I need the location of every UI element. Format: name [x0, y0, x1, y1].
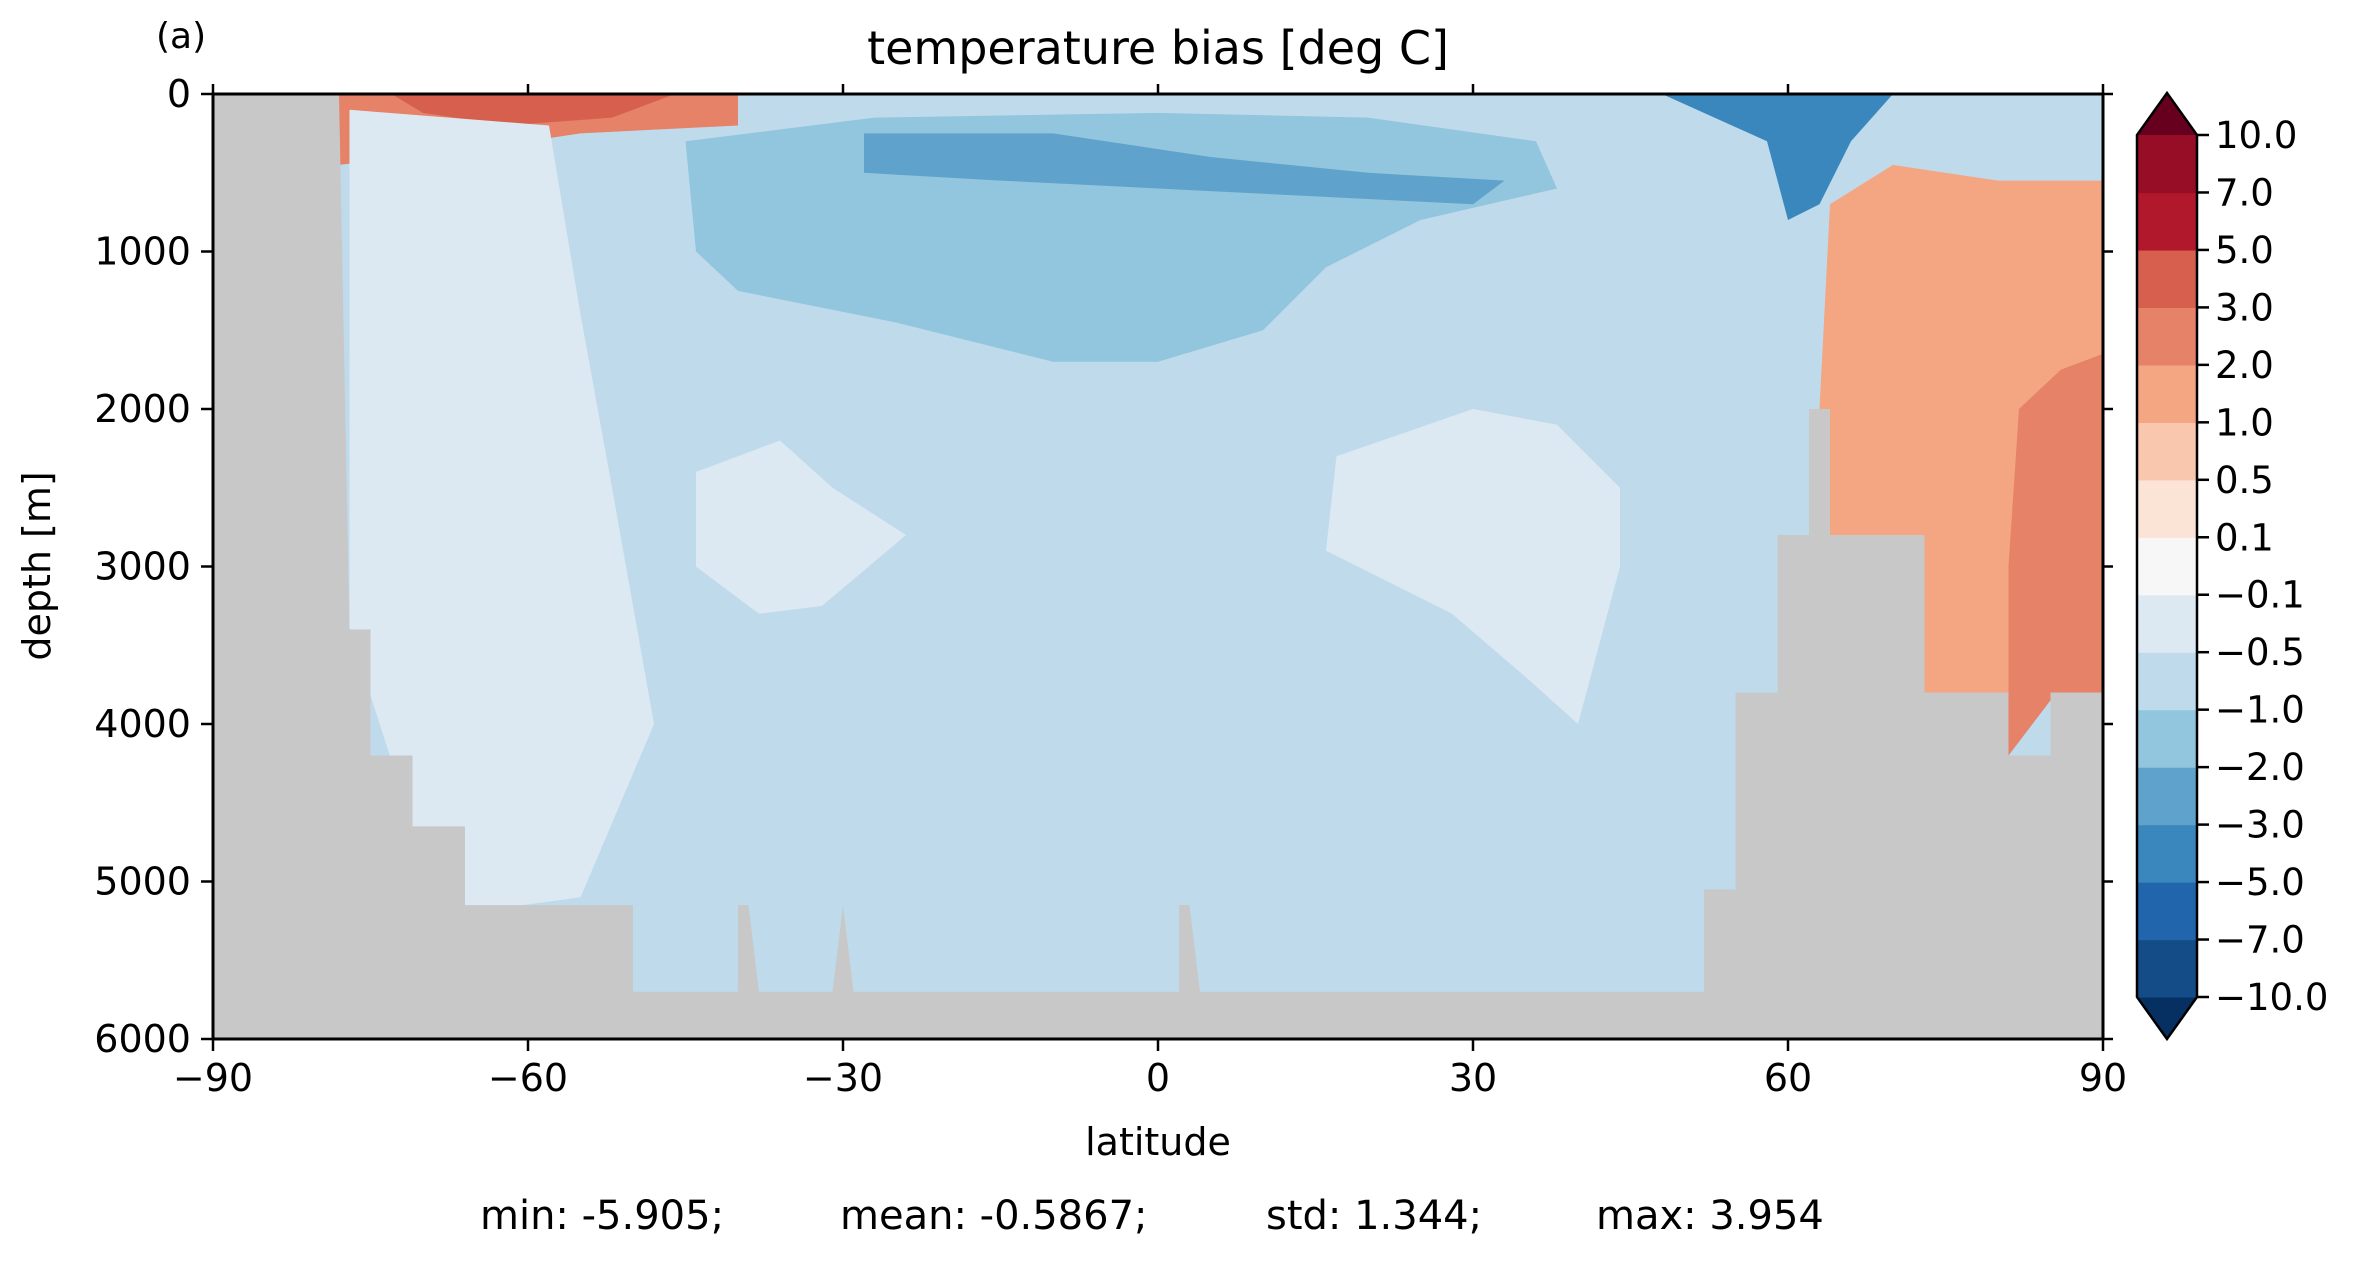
x-tick-label: −90: [173, 1056, 253, 1100]
y-tick-label: 6000: [94, 1017, 191, 1061]
colorbar-segment: [2137, 135, 2197, 194]
colorbar-tick-label: −10.0: [2215, 976, 2328, 1019]
colorbar-tick-label: 0.1: [2215, 516, 2274, 559]
y-tick-label: 0: [167, 72, 191, 116]
colorbar-tick-label: 7.0: [2215, 171, 2274, 214]
x-tick-label: −30: [803, 1056, 883, 1100]
colorbar-tick-label: −0.5: [2215, 631, 2305, 674]
colorbar: −10.0 −7.0 −5.0 −3.0 −2.0 −1.0 −0.5 −0.1 0.1 0.5 1…: [2135, 90, 2328, 1042]
stat-max: max: 3.954: [1596, 1193, 1824, 1239]
colorbar-segment: [2137, 939, 2197, 998]
y-tick-label: 3000: [94, 545, 191, 589]
colorbar-extend-max: [2137, 93, 2197, 135]
contour-region-abyssal-near-zero-south: [349, 109, 654, 914]
x-tick-label: 30: [1449, 1056, 1497, 1100]
colorbar-tick-label: −1.0: [2215, 689, 2305, 732]
colorbar-tick-label: −3.0: [2215, 804, 2305, 847]
colorbar-extend-min: [2137, 997, 2197, 1039]
contour-region-subsurface-strong-cold-tropics: [864, 133, 1505, 205]
colorbar-tick-label: 5.0: [2215, 229, 2274, 272]
y-tick-label: 5000: [94, 860, 191, 904]
y-tick-label: 4000: [94, 702, 191, 746]
stat-std: std: 1.344;: [1266, 1193, 1483, 1239]
colorbar-segment: [2137, 192, 2197, 251]
y-axis: 0 1000 2000 3000 4000 5000 6000: [94, 72, 2113, 1061]
statistics-line: min: -5.905; mean: -0.5867; std: 1.344; …: [0, 1193, 2362, 1243]
colorbar-segment: [2137, 479, 2197, 538]
contour-region-upper-ocean-strong-warm-south: [391, 94, 675, 126]
x-tick-label: 0: [1146, 1056, 1170, 1100]
colorbar-segment: [2137, 882, 2197, 941]
colorbar-segment: [2137, 537, 2197, 596]
colorbar-tick-label: 10.0: [2215, 114, 2297, 157]
contour-region-subpolar-cold-bias-north: [1662, 94, 1893, 220]
contour-region-mid-depth-near-zero-north: [1326, 409, 1620, 724]
y-tick-label: 2000: [94, 387, 191, 431]
colorbar-segment: [2137, 364, 2197, 423]
colorbar-tick-label: −5.0: [2215, 861, 2305, 904]
colorbar-segment: [2137, 824, 2197, 883]
colorbar-tick-label: −0.1: [2215, 574, 2305, 617]
colorbar-segment: [2137, 307, 2197, 366]
x-tick-label: 90: [2079, 1056, 2127, 1100]
colorbar-segment: [2137, 652, 2197, 711]
colorbar-tick-label: −2.0: [2215, 746, 2305, 789]
colorbar-segment: [2137, 767, 2197, 826]
colorbar-tick-label: 0.5: [2215, 459, 2274, 502]
plot-area: [211, 92, 2105, 1041]
colorbar-tick-label: 3.0: [2215, 286, 2274, 329]
y-axis-label: depth [m]: [15, 471, 59, 660]
contour-region-mid-depth-near-zero-south: [696, 440, 906, 614]
x-tick-label: 60: [1764, 1056, 1812, 1100]
colorbar-segment: [2137, 249, 2197, 308]
stat-min: min: -5.905;: [480, 1193, 725, 1239]
x-axis-label: latitude: [1085, 1120, 1231, 1164]
colorbar-tick-label: −7.0: [2215, 919, 2305, 962]
x-tick-label: −60: [488, 1056, 568, 1100]
colorbar-segment: [2137, 709, 2197, 768]
colorbar-segment: [2137, 422, 2197, 481]
land-mask: [213, 94, 2103, 1039]
x-axis: −90 −60 −30 0 30 60 90: [173, 84, 2127, 1100]
stat-mean: mean: -0.5867;: [840, 1193, 1148, 1239]
colorbar-tick-label: 2.0: [2215, 344, 2274, 387]
panel-label: (a): [156, 16, 206, 57]
colorbar-segment: [2137, 594, 2197, 653]
contour-region-arctic-deep-warm-bias: [2008, 353, 2103, 756]
chart-title: temperature bias [deg C]: [867, 21, 1449, 75]
y-tick-label: 1000: [94, 230, 191, 274]
colorbar-tick-label: 1.0: [2215, 401, 2274, 444]
